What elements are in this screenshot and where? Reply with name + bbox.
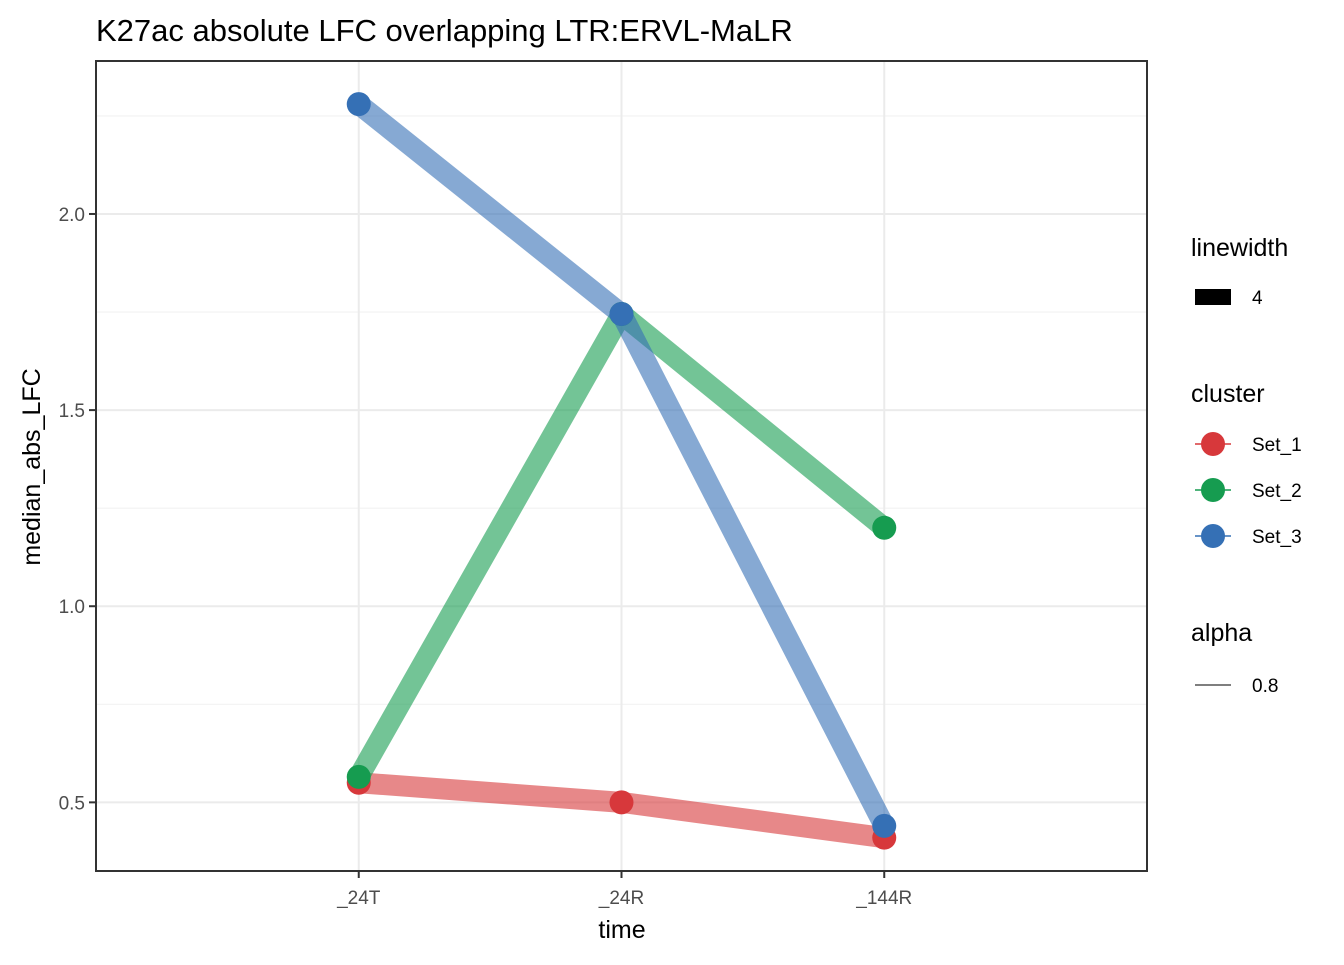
y-tick-label: 1.0 — [59, 597, 85, 618]
legend-title-cluster: cluster — [1191, 380, 1265, 408]
legend-key-point — [1201, 524, 1225, 548]
y-tick-label: 0.5 — [59, 793, 85, 814]
legend-key-point — [1201, 432, 1225, 456]
data-point-set-1 — [609, 790, 634, 815]
y-axis-title: median_abs_LFC — [18, 368, 46, 565]
plot-panel: 0.5 1.0 1.5 2.0 _24T _24R _144R — [59, 60, 1148, 909]
data-point-set-2 — [872, 515, 897, 540]
legend-key-linewidth — [1195, 289, 1231, 305]
legend-item-label: 0.8 — [1252, 676, 1278, 697]
legend-item-label: Set_2 — [1252, 481, 1302, 502]
legend-item-label: Set_1 — [1252, 435, 1302, 456]
data-point-set-3 — [346, 92, 371, 117]
legend-item-label: 4 — [1252, 288, 1263, 309]
x-tick-label: _144R — [855, 888, 912, 909]
legend-key-point — [1201, 478, 1225, 502]
legend-title-alpha: alpha — [1191, 619, 1252, 647]
legend-item-label: Set_3 — [1252, 527, 1302, 548]
x-tick-label: _24R — [598, 888, 644, 909]
data-point-set-3 — [609, 302, 634, 327]
data-point-set-3 — [872, 813, 897, 838]
legend-title-linewidth: linewidth — [1191, 234, 1288, 262]
x-axis-title: time — [598, 916, 645, 944]
chart-title: K27ac absolute LFC overlapping LTR:ERVL-… — [96, 13, 793, 48]
x-tick-label: _24T — [336, 888, 381, 909]
y-tick-label: 1.5 — [59, 401, 85, 422]
data-point-set-2 — [346, 764, 371, 789]
y-tick-label: 2.0 — [59, 205, 85, 226]
